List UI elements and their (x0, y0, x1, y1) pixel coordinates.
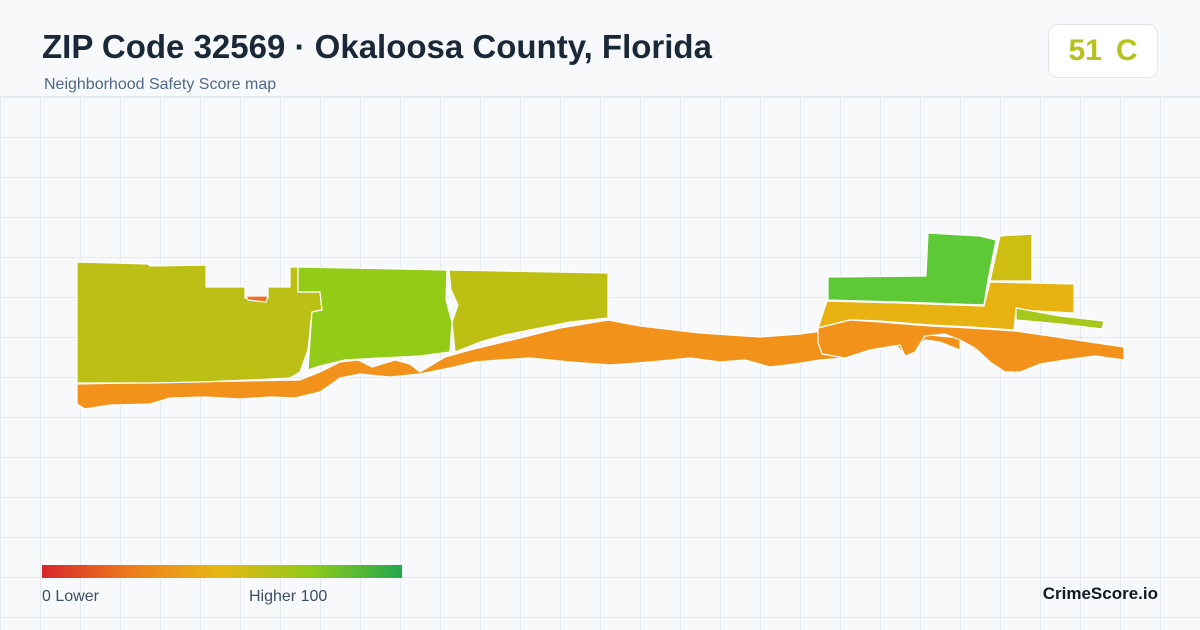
score-grade: C (1115, 34, 1138, 67)
page-subtitle: Neighborhood Safety Score map (44, 76, 277, 93)
brand-logo-text[interactable]: CrimeScore.io (1042, 584, 1158, 603)
header-divider (0, 96, 1200, 97)
score-value: 51 (1068, 34, 1102, 67)
map-region-east-beach-strip[interactable] (817, 319, 1125, 373)
safety-score-badge: 51 C (1048, 24, 1158, 78)
map-region-east-green-block[interactable] (827, 232, 997, 306)
legend-high-label: Higher 100 (249, 588, 328, 605)
map-region-center-block[interactable] (448, 269, 609, 353)
map-region-west-small-pocket[interactable] (245, 295, 269, 303)
legend-color-scale (42, 565, 402, 578)
legend-low-label: 0 Lower (42, 588, 99, 605)
map-region-center-west-block[interactable] (297, 266, 453, 371)
map-region-east-north-block[interactable] (989, 233, 1033, 282)
map-region-west-inland-block[interactable] (76, 261, 323, 384)
page-title: ZIP Code 32569 · Okaloosa County, Florid… (42, 28, 712, 65)
map-region-east-thin-strip[interactable] (1015, 307, 1105, 330)
